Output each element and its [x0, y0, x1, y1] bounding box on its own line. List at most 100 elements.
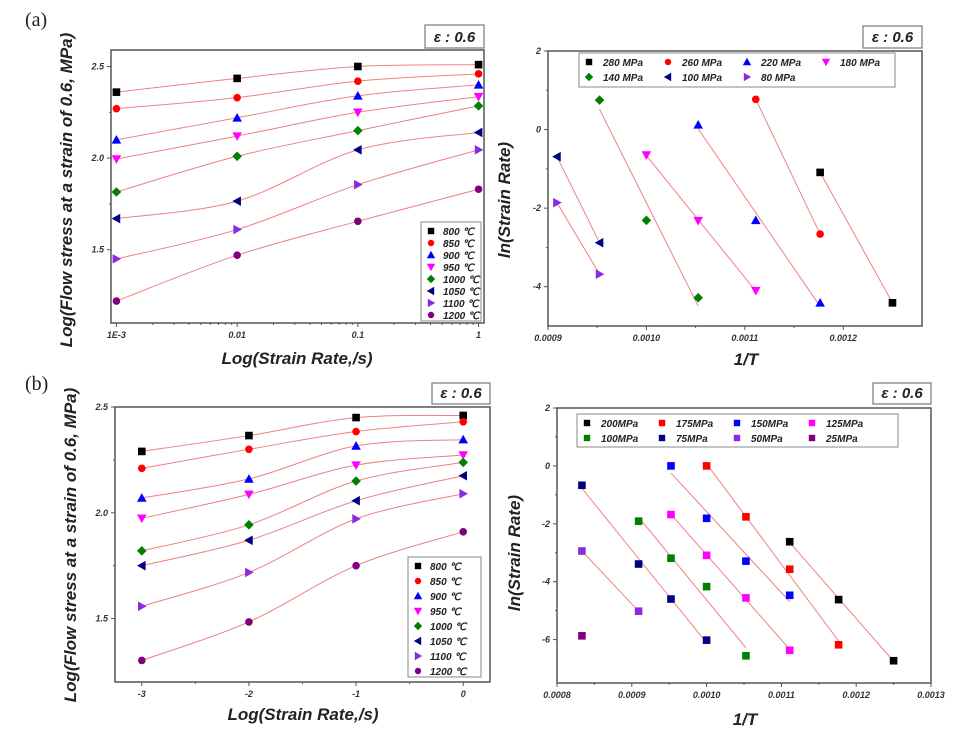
- fit-line: [646, 155, 757, 292]
- fit-line: [581, 488, 707, 644]
- legend-marker: [583, 434, 591, 442]
- data-point: [245, 567, 254, 578]
- legend-label: 280 MPa: [602, 58, 643, 69]
- legend-marker: [413, 621, 423, 631]
- data-point: [351, 461, 361, 470]
- data-point: [750, 215, 761, 225]
- data-point: [634, 607, 643, 616]
- legend-marker: [658, 419, 666, 427]
- fit-curve: [116, 131, 479, 220]
- legend-marker: [808, 434, 816, 442]
- data-point: [112, 104, 121, 113]
- y-tick-label: -2: [533, 203, 541, 213]
- legend-marker: [427, 298, 436, 308]
- y-axis-label: Log(Flow stress at a strain of 0.6, MPa): [61, 387, 80, 702]
- data-point: [353, 108, 363, 118]
- legend-marker: [808, 419, 816, 427]
- data-point: [136, 514, 147, 524]
- fit-line: [697, 128, 821, 307]
- data-point: [785, 565, 794, 574]
- data-point: [244, 490, 254, 500]
- data-point: [693, 120, 703, 129]
- data-point: [136, 493, 147, 502]
- legend-marker: [413, 607, 423, 616]
- data-point: [353, 91, 363, 100]
- legend-marker: [664, 58, 672, 66]
- legend-label: 1050 ℃: [443, 287, 481, 298]
- y-axis-label: Log(Flow stress at a strain of 0.6, MPa): [57, 32, 76, 347]
- fit-line: [581, 550, 639, 612]
- data-point: [834, 640, 843, 649]
- fit-line: [556, 156, 601, 243]
- data-point: [702, 462, 711, 470]
- data-point: [473, 127, 483, 138]
- data-point: [136, 560, 146, 571]
- legend-label: 50MPa: [751, 434, 783, 445]
- legend-marker: [733, 434, 741, 442]
- fit-curve: [141, 531, 464, 661]
- fit-line: [755, 99, 821, 235]
- legend-label: 260 MPa: [681, 58, 722, 69]
- chart-panel-1: ε : 0.6 0.0009 0.0010 0.0011 0.0012 2 0 -2 -4 1/T…: [495, 25, 923, 369]
- data-point: [233, 251, 241, 260]
- x-tick-label: 0: [461, 689, 466, 699]
- x-tick-label: 0.1: [352, 330, 365, 340]
- annotation-box: [862, 25, 923, 49]
- x-tick-label: 1E-3: [107, 330, 126, 340]
- legend-marker: [414, 651, 423, 661]
- legend-label: 800 ℃: [430, 562, 462, 573]
- fit-line: [670, 513, 791, 650]
- legend-marker: [427, 239, 435, 247]
- legend-label: 140 MPa: [603, 73, 643, 84]
- fit-curve: [116, 84, 479, 141]
- x-tick-label: 0.0012: [842, 690, 870, 700]
- data-point: [233, 74, 241, 83]
- x-tick-label: 0.0013: [917, 690, 945, 700]
- data-point: [693, 292, 703, 303]
- legend-box: [578, 52, 896, 88]
- data-point: [459, 418, 468, 426]
- data-point: [667, 510, 675, 519]
- fit-curve: [116, 149, 479, 260]
- x-axis-label: Log(Strain Rate,/s): [221, 349, 372, 368]
- chart-panel-2: (b) ε : 0.6 -3 -2 -1 0 1.5 2.0 2.5 Log(Strain Rat…: [25, 373, 491, 724]
- legend-label: 75MPa: [676, 434, 708, 445]
- data-point: [474, 70, 483, 78]
- data-point: [667, 595, 675, 603]
- panel-label: (b): [25, 373, 48, 395]
- data-point: [816, 230, 824, 238]
- legend-marker: [427, 227, 435, 235]
- data-point: [742, 557, 750, 565]
- legend-marker: [414, 667, 422, 675]
- legend-marker: [413, 636, 422, 646]
- data-point: [785, 646, 794, 655]
- legend-label: 1200 ℃: [430, 667, 468, 678]
- legend-label: 950 ℃: [443, 263, 475, 274]
- data-point: [473, 80, 484, 89]
- legend-label: 1100 ℃: [430, 652, 467, 663]
- strain-annotation: ε : 0.6: [881, 385, 923, 402]
- data-point: [641, 151, 652, 160]
- x-tick-label: 0.0009: [618, 690, 646, 700]
- data-point: [232, 112, 242, 122]
- strain-annotation: ε : 0.6: [440, 385, 482, 402]
- data-point: [112, 88, 121, 96]
- y-axis-label: ln(Strain Rate): [495, 142, 514, 259]
- legend-box: [576, 413, 899, 448]
- y-tick-label: 0: [536, 125, 541, 135]
- data-point: [232, 196, 241, 206]
- data-point: [232, 132, 242, 141]
- data-point: [578, 481, 586, 490]
- legend-marker: [663, 72, 672, 82]
- y-tick-label: 2.0: [90, 153, 104, 163]
- legend-label: 800 ℃: [443, 227, 475, 238]
- fit-line: [819, 172, 893, 304]
- data-point: [702, 551, 711, 560]
- x-tick-label: 0.0011: [768, 690, 795, 700]
- y-tick-label: 2: [535, 46, 541, 56]
- data-point: [353, 125, 363, 136]
- data-point: [244, 474, 254, 483]
- data-point: [351, 441, 361, 450]
- data-point: [354, 217, 362, 226]
- legend-marker: [733, 419, 741, 427]
